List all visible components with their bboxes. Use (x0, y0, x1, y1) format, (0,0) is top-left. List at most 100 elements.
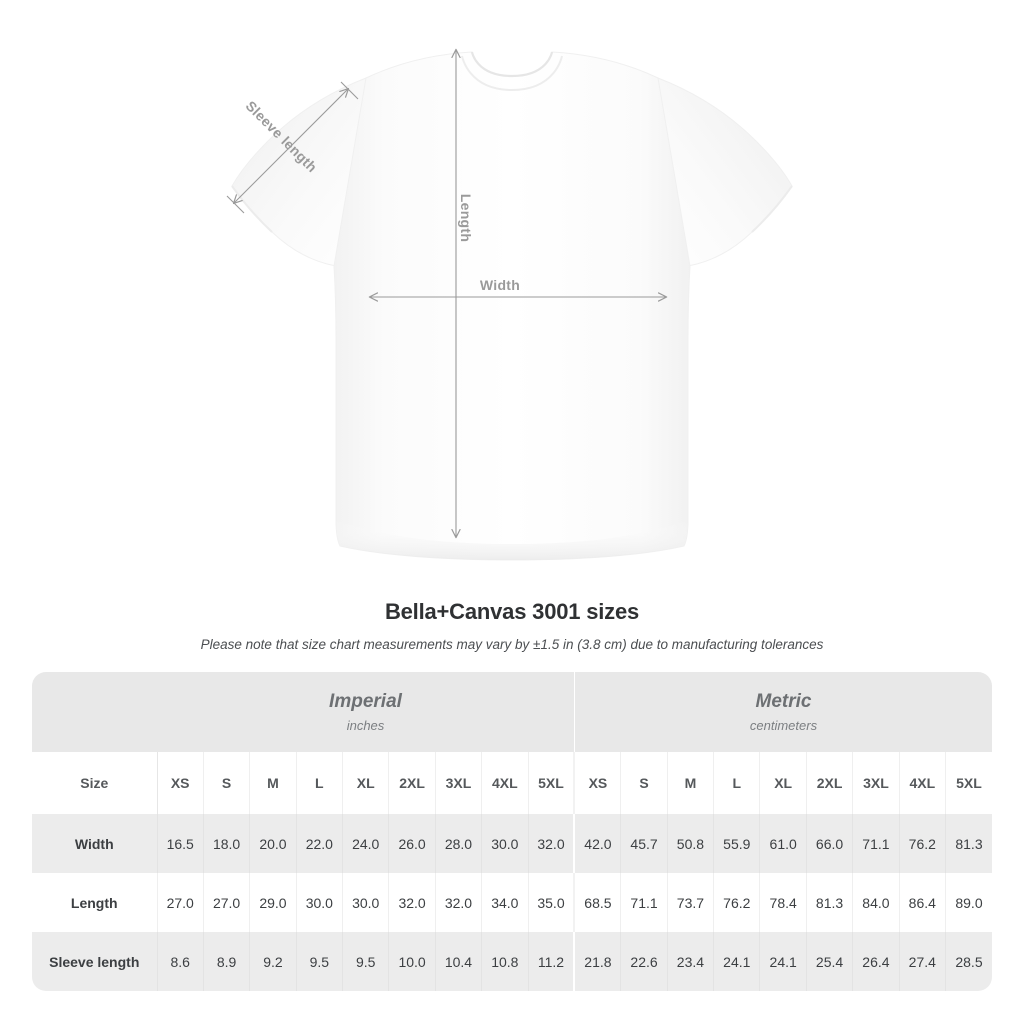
row-label-length: Length (32, 873, 158, 932)
sleeve-tick-bottom (226, 195, 245, 214)
cell-sleeve-length-2xl-metric: 25.4 (806, 932, 854, 991)
cell-width-m-metric: 50.8 (667, 814, 715, 873)
size-header-3xl-imperial: 3XL (435, 752, 483, 814)
shirt-hem (336, 520, 688, 560)
unit-system-name: Imperial (329, 691, 402, 712)
measurement-tolerance-note: Please note that size chart measurements… (200, 637, 824, 652)
cell-sleeve-length-s-metric: 22.6 (620, 932, 668, 991)
cell-length-m-imperial: 29.0 (249, 873, 297, 932)
size-table: Imperial inches Metric centimeters Size XS S M L… (32, 672, 992, 991)
cell-length-5xl-metric: 89.0 (945, 873, 992, 932)
tshirt-graphic (231, 51, 793, 561)
width-label: Width (480, 277, 520, 293)
unit-system-name: Metric (755, 691, 812, 712)
cell-sleeve-length-2xl-imperial: 10.0 (388, 932, 436, 991)
unit-system-unit: inches (346, 718, 385, 733)
cell-width-s-imperial: 18.0 (203, 814, 251, 873)
cell-width-xs-metric: 42.0 (573, 814, 622, 873)
cell-width-4xl-imperial: 30.0 (481, 814, 529, 873)
cell-length-xl-imperial: 30.0 (342, 873, 390, 932)
unit-band-spacer (32, 672, 157, 752)
size-header-row: Size XS S M L XL 2XL 3XL 4XL 5XL XS S M L XL 2XL 3XL 4XL 5… (32, 752, 992, 814)
row-label-sleeve-length: Sleeve length (32, 932, 158, 991)
cell-sleeve-length-xs-imperial: 8.6 (157, 932, 204, 991)
cell-sleeve-length-5xl-metric: 28.5 (945, 932, 992, 991)
cell-sleeve-length-m-metric: 23.4 (667, 932, 715, 991)
unit-system-imperial: Imperial inches (157, 672, 575, 752)
cell-width-5xl-imperial: 32.0 (528, 814, 575, 873)
cell-width-4xl-metric: 76.2 (899, 814, 946, 873)
collar-inner (470, 51, 554, 78)
cell-length-4xl-imperial: 34.0 (481, 873, 529, 932)
cell-length-3xl-imperial: 32.0 (435, 873, 483, 932)
cell-length-l-imperial: 30.0 (296, 873, 344, 932)
table-row: Width 16.5 18.0 20.0 22.0 24.0 26.0 28.0 30.0 32.… (32, 814, 992, 873)
size-header-5xl-imperial: 5XL (528, 752, 575, 814)
cell-sleeve-length-l-imperial: 9.5 (296, 932, 344, 991)
cell-sleeve-length-3xl-imperial: 10.4 (435, 932, 483, 991)
cell-sleeve-length-s-imperial: 8.9 (203, 932, 251, 991)
cell-width-2xl-metric: 66.0 (806, 814, 854, 873)
size-header-xs-imperial: XS (157, 752, 204, 814)
width-dimension: Width (368, 277, 668, 302)
table-row: Length 27.0 27.0 29.0 30.0 30.0 32.0 32.0 34.0 35… (32, 873, 992, 932)
cell-sleeve-length-3xl-metric: 26.4 (852, 932, 900, 991)
tshirt-illustration: Sleeve length Length Width (226, 48, 793, 561)
cell-length-xs-metric: 68.5 (573, 873, 622, 932)
cell-sleeve-length-5xl-imperial: 11.2 (528, 932, 575, 991)
unit-system-metric: Metric centimeters (573, 672, 992, 752)
size-header-xl-metric: XL (759, 752, 807, 814)
cell-length-2xl-metric: 81.3 (806, 873, 854, 932)
length-label: Length (458, 194, 474, 242)
page-title: Bella+Canvas 3001 sizes (384, 599, 640, 624)
cell-width-xl-imperial: 24.0 (342, 814, 390, 873)
cell-length-5xl-imperial: 35.0 (528, 873, 575, 932)
cell-width-xs-imperial: 16.5 (157, 814, 204, 873)
cell-length-3xl-metric: 84.0 (852, 873, 900, 932)
unit-system-row: Imperial inches Metric centimeters (32, 672, 992, 752)
cell-length-2xl-imperial: 32.0 (388, 873, 436, 932)
size-header-m-metric: M (667, 752, 715, 814)
cell-width-5xl-metric: 81.3 (945, 814, 992, 873)
size-header-l-metric: L (713, 752, 761, 814)
chart-heading: Bella+Canvas 3001 sizes Please note that… (0, 598, 1024, 654)
size-header-s-metric: S (620, 752, 668, 814)
cell-length-s-imperial: 27.0 (203, 873, 251, 932)
cell-width-m-imperial: 20.0 (249, 814, 297, 873)
sleeve-hem-right (751, 185, 793, 233)
size-column-header: Size (32, 752, 158, 814)
cell-width-s-metric: 45.7 (620, 814, 668, 873)
cell-width-l-imperial: 22.0 (296, 814, 344, 873)
cell-width-2xl-imperial: 26.0 (388, 814, 436, 873)
cell-length-l-metric: 76.2 (713, 873, 761, 932)
size-header-5xl-metric: 5XL (945, 752, 992, 814)
size-header-4xl-metric: 4XL (899, 752, 946, 814)
collar-outer (461, 55, 563, 92)
cell-width-l-metric: 55.9 (713, 814, 761, 873)
cell-sleeve-length-l-metric: 24.1 (713, 932, 761, 991)
size-header-s-imperial: S (203, 752, 251, 814)
cell-sleeve-length-xl-metric: 24.1 (759, 932, 807, 991)
size-header-4xl-imperial: 4XL (481, 752, 529, 814)
cell-sleeve-length-m-imperial: 9.2 (249, 932, 297, 991)
cell-length-s-metric: 71.1 (620, 873, 668, 932)
cell-width-3xl-imperial: 28.0 (435, 814, 483, 873)
size-header-3xl-metric: 3XL (852, 752, 900, 814)
cell-sleeve-length-4xl-imperial: 10.8 (481, 932, 529, 991)
sleeve-length-arrow (232, 87, 350, 205)
cell-length-4xl-metric: 86.4 (899, 873, 946, 932)
cell-length-m-metric: 73.7 (667, 873, 715, 932)
cell-length-xl-metric: 78.4 (759, 873, 807, 932)
cell-sleeve-length-xl-imperial: 9.5 (342, 932, 390, 991)
cell-width-xl-metric: 61.0 (759, 814, 807, 873)
row-label-width: Width (32, 814, 158, 873)
unit-system-unit: centimeters (749, 718, 818, 733)
size-header-m-imperial: M (249, 752, 297, 814)
size-chart-table: Imperial inches Metric centimeters Size XS S M L… (32, 672, 992, 991)
size-header-xl-imperial: XL (342, 752, 390, 814)
sleeve-tick-top (340, 81, 359, 100)
table-row: Sleeve length 8.6 8.9 9.2 9.5 9.5 10.0 10.4 10.8… (32, 932, 992, 991)
cell-sleeve-length-xs-metric: 21.8 (573, 932, 622, 991)
size-header-l-imperial: L (296, 752, 344, 814)
size-header-2xl-metric: 2XL (806, 752, 854, 814)
